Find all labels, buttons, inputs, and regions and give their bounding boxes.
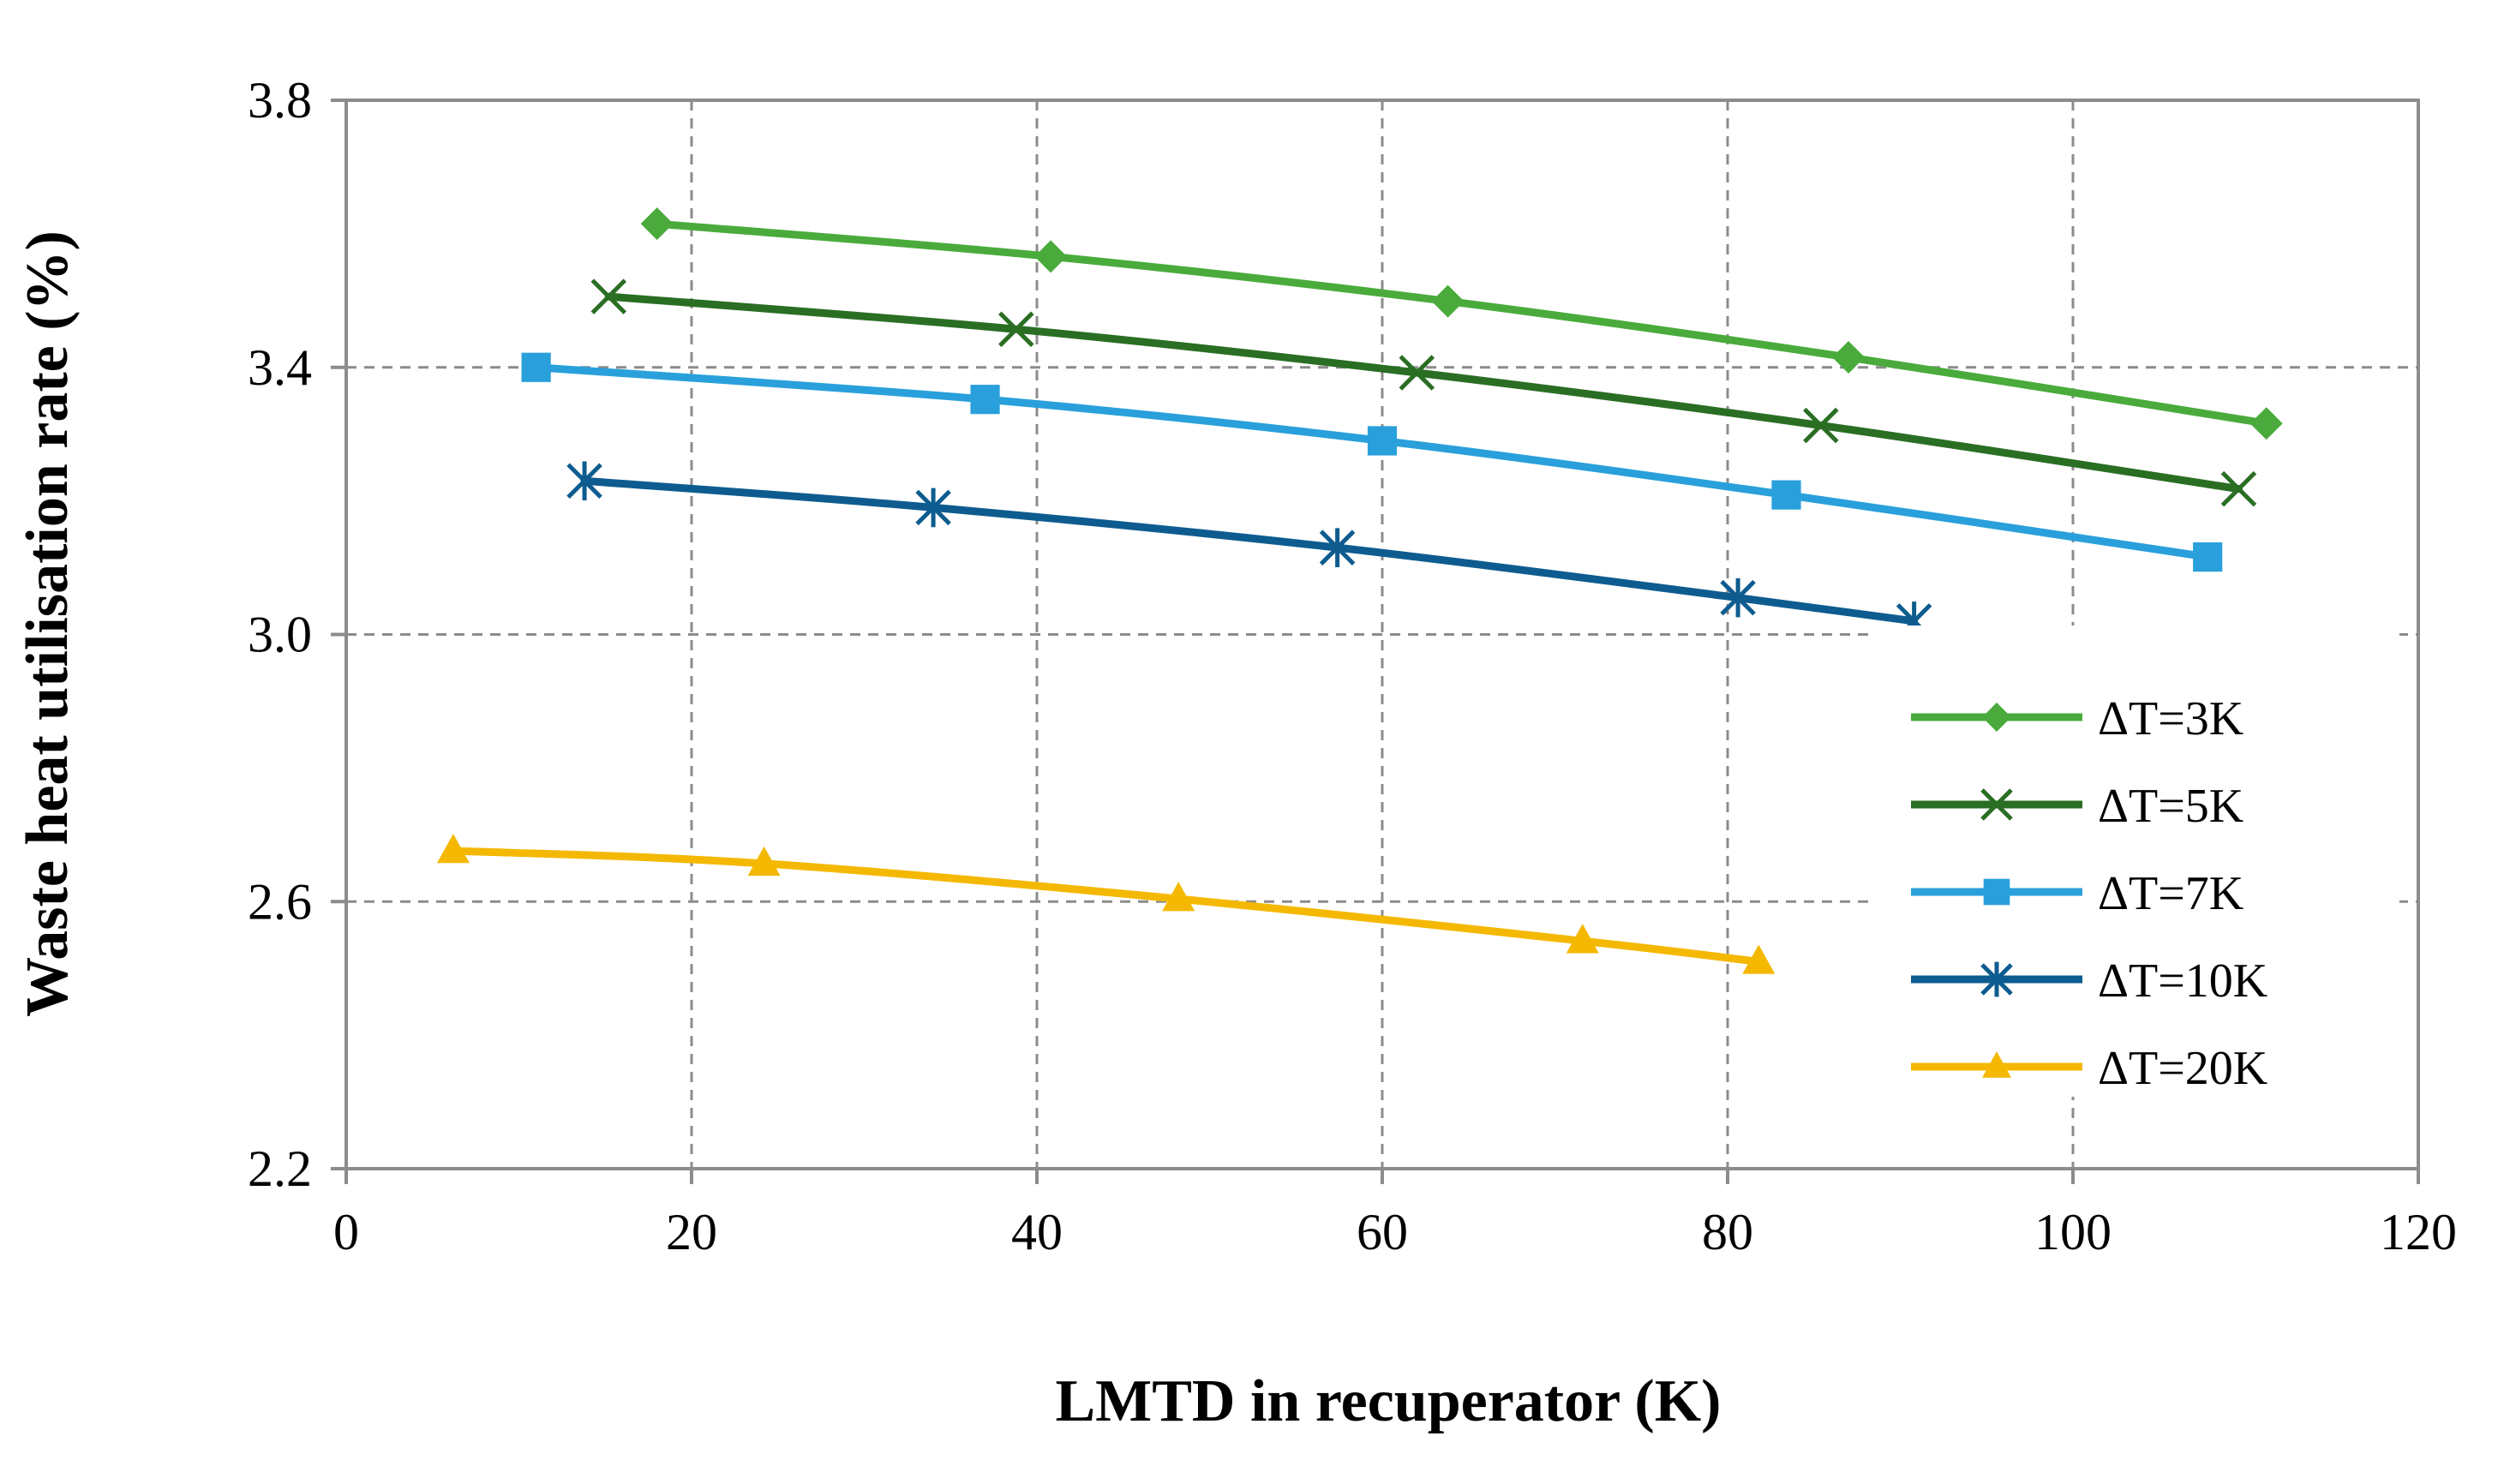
legend-item: ΔT=5K <box>1911 780 2243 833</box>
data-point <box>915 488 951 528</box>
data-point <box>1034 240 1068 273</box>
legend-marker <box>1982 703 2011 732</box>
legend-item: ΔT=10K <box>1911 954 2267 1008</box>
legend-marker <box>1980 961 2013 997</box>
marker-stroke <box>590 278 627 314</box>
x-tick-label: 120 <box>2380 1204 2457 1260</box>
x-tick-label: 0 <box>333 1204 359 1260</box>
legend: ΔT=3K ΔT=5K ΔT=7K ΔT=10K ΔT=20K <box>1868 625 2399 1097</box>
data-point <box>2249 407 2283 440</box>
data-point <box>1319 528 1356 567</box>
y-tick-label: 3.8 <box>248 72 312 129</box>
marker-stroke <box>1980 788 2013 821</box>
series-4 <box>436 834 1776 974</box>
y-tick-label: 2.2 <box>248 1140 312 1197</box>
x-tick-label: 80 <box>1702 1204 1753 1260</box>
series-3 <box>566 461 1932 641</box>
legend-label: ΔT=20K <box>2098 1042 2267 1095</box>
legend-marker <box>1983 878 2010 906</box>
marker-stroke <box>1399 355 1435 391</box>
data-point <box>1803 407 1839 444</box>
legend-label: ΔT=10K <box>2098 954 2267 1008</box>
legend-item: ΔT=7K <box>1911 867 2243 920</box>
data-point <box>1162 882 1195 912</box>
x-tick-label: 20 <box>666 1204 717 1260</box>
series-0 <box>640 207 2283 440</box>
data-point <box>521 352 551 382</box>
data-point <box>436 834 470 864</box>
x-tick-label: 100 <box>2034 1204 2112 1260</box>
y-tick-label: 3.4 <box>248 339 312 396</box>
marker-stroke <box>2220 470 2257 507</box>
data-point <box>1832 341 1866 374</box>
data-point <box>1399 355 1435 391</box>
data-point <box>747 846 781 877</box>
data-point <box>1367 426 1398 456</box>
series-line <box>532 363 2212 561</box>
data-point <box>2193 542 2223 572</box>
marker-stroke <box>998 311 1034 348</box>
data-point <box>970 385 1000 415</box>
legend-background <box>1868 625 2399 1097</box>
series-2 <box>521 352 2223 572</box>
legend-item: ΔT=20K <box>1911 1042 2267 1095</box>
data-point <box>1742 944 1776 974</box>
data-point <box>2220 470 2257 507</box>
marker-stroke <box>1803 407 1839 444</box>
data-point <box>998 311 1034 348</box>
y-axis-title: Waste heat utilisation rate (%) <box>15 230 81 1017</box>
series-line <box>580 476 1919 625</box>
y-tick-label: 3.0 <box>248 607 312 663</box>
data-point <box>566 461 602 501</box>
x-tick-label: 60 <box>1357 1204 1408 1260</box>
data-point <box>590 278 627 314</box>
x-axis-title: LMTD in recuperator (K) <box>1055 1368 1721 1434</box>
data-point <box>1771 480 1801 510</box>
legend-marker <box>1980 788 2013 821</box>
legend-marker <box>1982 1051 2011 1078</box>
data-point <box>1566 924 1599 954</box>
data-point <box>1431 284 1465 318</box>
series-line <box>449 847 1763 966</box>
legend-label: ΔT=3K <box>2098 692 2243 745</box>
y-tick-label: 2.6 <box>248 873 312 930</box>
legend-item: ΔT=3K <box>1911 692 2243 745</box>
data-point <box>1720 577 1756 618</box>
axes: 0 20 40 60 80 100 120 2.2 2.6 3.0 3.4 3.8 <box>248 72 2457 1260</box>
x-tick-label: 40 <box>1011 1204 1063 1260</box>
legend-label: ΔT=7K <box>2098 867 2243 920</box>
data-point <box>640 207 674 241</box>
legend-label: ΔT=5K <box>2098 780 2243 833</box>
series-layer <box>436 207 2283 974</box>
series-1 <box>590 278 2257 507</box>
